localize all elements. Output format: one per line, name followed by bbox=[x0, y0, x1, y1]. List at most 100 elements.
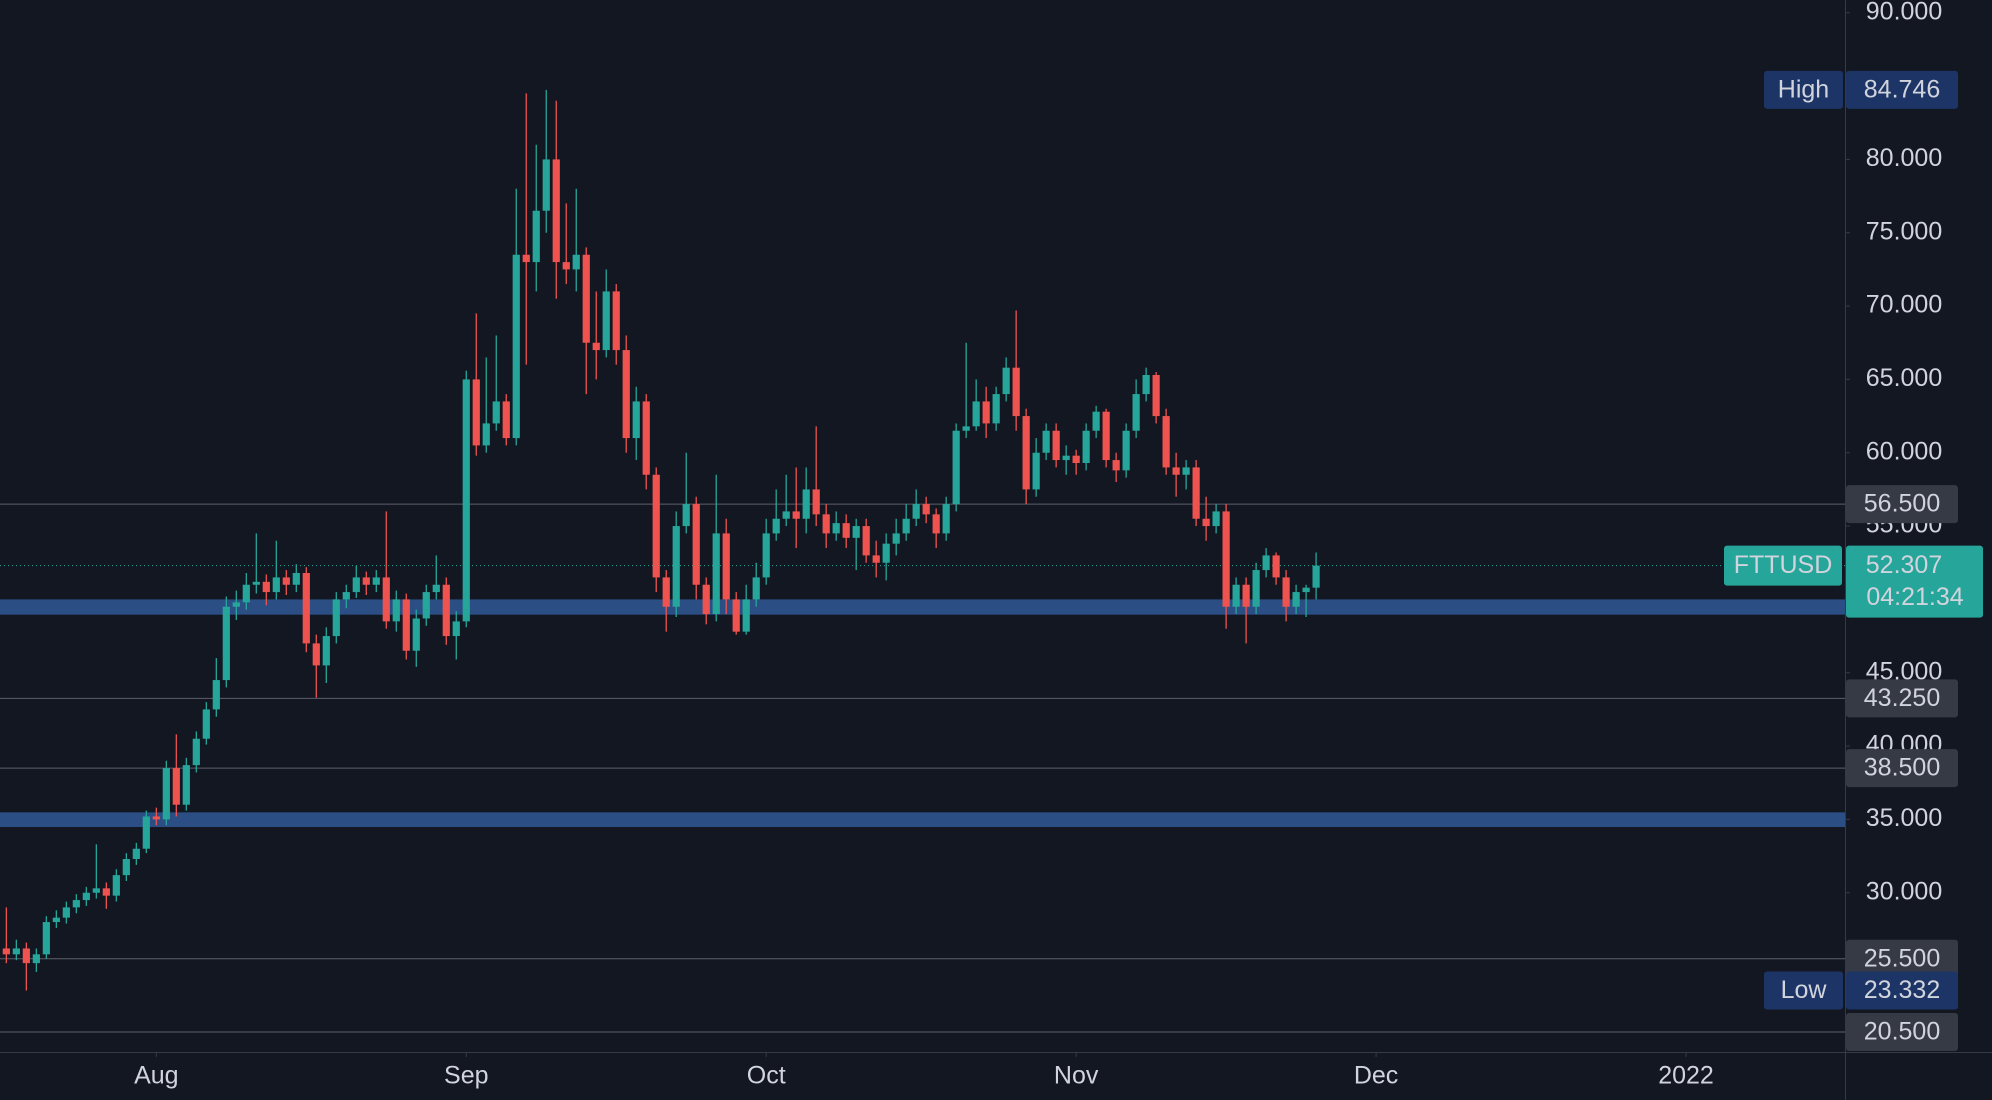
x-tick-label: Sep bbox=[444, 1062, 488, 1090]
x-tick-label: Nov bbox=[1054, 1062, 1099, 1090]
candle-body bbox=[812, 489, 820, 515]
candle-body bbox=[472, 379, 480, 446]
y-tick-label: 65.000 bbox=[1866, 364, 1942, 392]
price-axis bbox=[1845, 0, 1992, 1052]
level-label-box bbox=[1846, 1013, 1958, 1052]
candle-body bbox=[832, 523, 840, 534]
candle-body bbox=[222, 606, 230, 681]
candle-body bbox=[2, 948, 10, 955]
level-label-text: 38.500 bbox=[1864, 754, 1940, 782]
candle-body bbox=[692, 504, 700, 585]
candle-body bbox=[992, 394, 1000, 424]
candle-body bbox=[282, 577, 290, 585]
candle-body bbox=[392, 599, 400, 622]
low-value-text: 23.332 bbox=[1864, 976, 1940, 1004]
candle-body bbox=[682, 504, 690, 527]
candle-body bbox=[572, 254, 580, 270]
candle-body bbox=[1312, 565, 1320, 588]
candle-body bbox=[182, 765, 190, 805]
candle-body bbox=[332, 599, 340, 637]
countdown-text: 04:21:34 bbox=[1866, 583, 1963, 611]
candle-body bbox=[482, 423, 490, 446]
candle-body bbox=[102, 888, 110, 896]
low-tag-text: Low bbox=[1781, 976, 1828, 1004]
candle-body bbox=[762, 533, 770, 578]
candle-body bbox=[642, 401, 650, 475]
y-tick-label: 30.000 bbox=[1866, 877, 1942, 905]
candle-body bbox=[432, 584, 440, 593]
last-price-box bbox=[1846, 545, 1983, 618]
last-price-text: 52.307 bbox=[1866, 551, 1942, 579]
candle-body bbox=[112, 875, 120, 896]
candle-body bbox=[92, 888, 100, 893]
candle-body bbox=[1122, 430, 1130, 471]
candle-body bbox=[402, 599, 410, 651]
low-value-box bbox=[1846, 971, 1958, 1010]
time-axis bbox=[0, 1052, 1992, 1100]
y-tick-label: 90.000 bbox=[1866, 0, 1942, 25]
y-tick-label: 35.000 bbox=[1866, 804, 1942, 832]
candle-body bbox=[1062, 455, 1070, 461]
level-label-box bbox=[1846, 679, 1958, 718]
candle-body bbox=[172, 768, 180, 805]
candle-body bbox=[452, 621, 460, 637]
candle-body bbox=[882, 543, 890, 563]
candle-body bbox=[202, 709, 210, 739]
candle-body bbox=[672, 526, 680, 607]
high-tag-box bbox=[1764, 70, 1843, 109]
candle-body bbox=[262, 581, 270, 593]
candle-body bbox=[1002, 367, 1010, 395]
candle-body bbox=[302, 573, 310, 644]
candle-body bbox=[562, 262, 570, 270]
candle-body bbox=[952, 430, 960, 505]
candle-body bbox=[142, 816, 150, 849]
candle-body bbox=[602, 291, 610, 351]
candle-body bbox=[872, 555, 880, 563]
candle-body bbox=[1012, 367, 1020, 417]
candle-body bbox=[42, 922, 50, 955]
candle-body bbox=[1042, 430, 1050, 453]
level-label-box bbox=[1846, 485, 1958, 524]
x-tick-label: Dec bbox=[1354, 1062, 1398, 1090]
candle-body bbox=[802, 489, 810, 519]
candle-body bbox=[1172, 467, 1180, 475]
candle-body bbox=[1032, 452, 1040, 490]
candle-body bbox=[1252, 570, 1260, 607]
candle-body bbox=[1052, 430, 1060, 461]
candle-body bbox=[1072, 455, 1080, 464]
candle-body bbox=[212, 680, 220, 710]
low-tag-box bbox=[1764, 971, 1843, 1010]
candle-body bbox=[1082, 430, 1090, 464]
candle-body bbox=[892, 533, 900, 544]
candle-body bbox=[1282, 577, 1290, 607]
candle-body bbox=[72, 900, 80, 908]
candle-body bbox=[1222, 511, 1230, 607]
candle-body bbox=[362, 577, 370, 585]
candle-body bbox=[492, 401, 500, 424]
candle-body bbox=[1242, 584, 1250, 607]
candle-body bbox=[1152, 375, 1160, 417]
candle-body bbox=[422, 592, 430, 619]
candle-body bbox=[242, 584, 250, 603]
candle-body bbox=[712, 533, 720, 615]
candle-body bbox=[782, 511, 790, 519]
symbol-text: FTTUSD bbox=[1734, 551, 1833, 579]
y-tick-label: 80.000 bbox=[1866, 144, 1942, 172]
level-label-text: 43.250 bbox=[1864, 684, 1940, 712]
candle-body bbox=[732, 599, 740, 632]
y-tick-label: 60.000 bbox=[1866, 437, 1942, 465]
level-label-box bbox=[1846, 939, 1958, 978]
candle-body bbox=[12, 948, 20, 955]
candle-body bbox=[442, 584, 450, 637]
level-label-text: 56.500 bbox=[1864, 490, 1940, 518]
candle-body bbox=[1142, 375, 1150, 395]
candle-body bbox=[82, 892, 90, 901]
x-tick-label: 2022 bbox=[1658, 1062, 1714, 1090]
candle-body bbox=[842, 523, 850, 538]
candle-body bbox=[1232, 584, 1240, 607]
candle-body bbox=[372, 577, 380, 585]
candle-body bbox=[932, 514, 940, 534]
candle-body bbox=[292, 573, 300, 585]
